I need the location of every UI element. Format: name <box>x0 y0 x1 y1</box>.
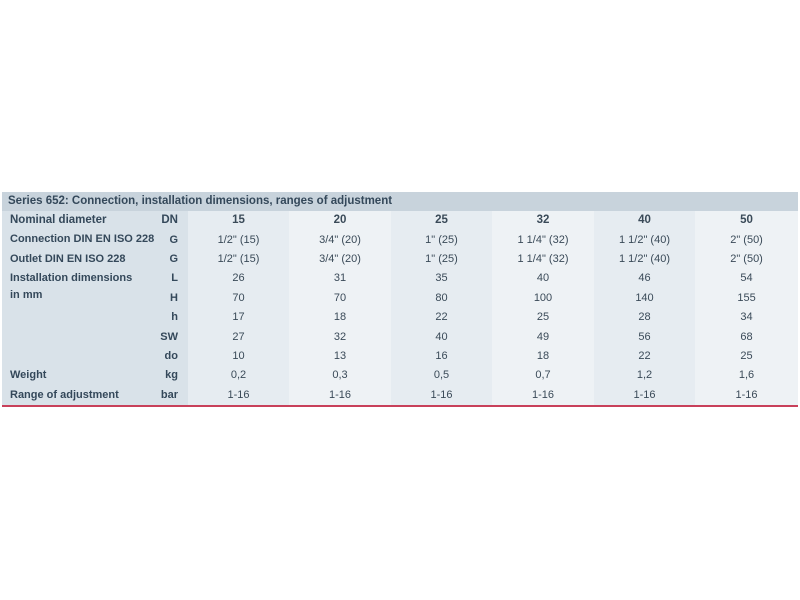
table-row: H 70 70 80 100 140 155 <box>2 288 799 308</box>
spec-table: Series 652: Connection, installation dim… <box>2 192 799 407</box>
table-cell: 1 1/2" (40) <box>594 249 695 270</box>
table-cell: 1" (25) <box>391 249 492 270</box>
table-cell: 0,2 <box>188 366 289 386</box>
table-cell: 1 1/4" (32) <box>492 230 594 250</box>
table-cell: 22 <box>391 307 492 328</box>
table-cell: 1-16 <box>188 385 289 407</box>
table-cell: 56 <box>594 327 695 347</box>
row-symbol: H <box>138 288 188 308</box>
table-cell: 2" (50) <box>695 230 799 250</box>
table-cell: 1,2 <box>594 366 695 386</box>
header-cell: 50 <box>695 211 799 231</box>
table-row: Range of adjustment bar 1-16 1-16 1-16 1… <box>2 385 799 407</box>
table-cell: 25 <box>492 307 594 328</box>
table-cell: 40 <box>492 269 594 289</box>
table-cell: 1-16 <box>594 385 695 407</box>
table-row: h 17 18 22 25 28 34 <box>2 307 799 328</box>
table-cell: 22 <box>594 346 695 367</box>
table-cell: 80 <box>391 288 492 308</box>
header-cell: 40 <box>594 211 695 231</box>
header-cell: 32 <box>492 211 594 231</box>
table-title-row: Series 652: Connection, installation dim… <box>2 192 799 211</box>
row-symbol: G <box>138 230 188 250</box>
table-row: SW 27 32 40 49 56 68 <box>2 327 799 347</box>
header-cell: 25 <box>391 211 492 231</box>
row-symbol: do <box>138 346 188 367</box>
table-cell: 0,7 <box>492 366 594 386</box>
row-symbol: L <box>138 269 188 289</box>
table-row: Outlet DIN EN ISO 228 G 1/2" (15) 3/4" (… <box>2 249 799 270</box>
row-symbol: h <box>138 307 188 328</box>
table-cell: 1 1/4" (32) <box>492 249 594 270</box>
row-symbol: SW <box>138 327 188 347</box>
table-cell: 1" (25) <box>391 230 492 250</box>
table-cell: 1-16 <box>391 385 492 407</box>
row-label: Range of adjustment <box>2 385 138 407</box>
table-cell: 25 <box>695 346 799 367</box>
table-cell: 17 <box>188 307 289 328</box>
row-symbol: DN <box>138 211 188 231</box>
table-row: Installation dimensions in mm L 26 31 35… <box>2 269 799 367</box>
table-title: Series 652: Connection, installation dim… <box>2 192 799 211</box>
table-cell: 3/4" (20) <box>289 249 391 270</box>
header-cell: 20 <box>289 211 391 231</box>
row-symbol: G <box>138 249 188 270</box>
row-label-installation: Installation dimensions in mm <box>2 269 138 367</box>
header-cell: 15 <box>188 211 289 231</box>
table-cell: 35 <box>391 269 492 289</box>
table-cell: 1/2" (15) <box>188 230 289 250</box>
table-cell: 3/4" (20) <box>289 230 391 250</box>
table-cell: 70 <box>289 288 391 308</box>
table-cell: 32 <box>289 327 391 347</box>
table-cell: 1,6 <box>695 366 799 386</box>
table-cell: 28 <box>594 307 695 328</box>
table-cell: 1-16 <box>492 385 594 407</box>
table-cell: 0,3 <box>289 366 391 386</box>
table-cell: 46 <box>594 269 695 289</box>
table-cell: 140 <box>594 288 695 308</box>
table-cell: 54 <box>695 269 799 289</box>
table-row: do 10 13 16 18 22 25 <box>2 346 799 367</box>
table-cell: 100 <box>492 288 594 308</box>
table-cell: 10 <box>188 346 289 367</box>
table-row: Weight kg 0,2 0,3 0,5 0,7 1,2 1,6 <box>2 366 799 386</box>
table-header-row: Nominal diameter DN 15 20 25 32 40 50 <box>2 211 799 231</box>
table-cell: 18 <box>289 307 391 328</box>
table-cell: 70 <box>188 288 289 308</box>
table-cell: 27 <box>188 327 289 347</box>
table-cell: 26 <box>188 269 289 289</box>
table-cell: 34 <box>695 307 799 328</box>
row-label: Outlet DIN EN ISO 228 <box>2 249 138 270</box>
table-cell: 2" (50) <box>695 249 799 270</box>
table-cell: 1-16 <box>695 385 799 407</box>
table-cell: 68 <box>695 327 799 347</box>
row-label: Nominal diameter <box>2 211 138 231</box>
table-cell: 0,5 <box>391 366 492 386</box>
table-cell: 13 <box>289 346 391 367</box>
table-cell: 155 <box>695 288 799 308</box>
row-symbol: kg <box>138 366 188 386</box>
table-cell: 1-16 <box>289 385 391 407</box>
row-label-line: in mm <box>10 289 43 302</box>
row-symbol: bar <box>138 385 188 407</box>
row-label-line: Installation dimensions <box>10 272 133 285</box>
table-cell: 49 <box>492 327 594 347</box>
table-cell: 31 <box>289 269 391 289</box>
table-cell: 40 <box>391 327 492 347</box>
row-label: Weight <box>2 366 138 386</box>
table-cell: 18 <box>492 346 594 367</box>
table-cell: 1/2" (15) <box>188 249 289 270</box>
row-label: Connection DIN EN ISO 228 <box>2 230 154 250</box>
table-row: Connection DIN EN ISO 228 G 1/2" (15) 3/… <box>2 230 799 250</box>
table-cell: 1 1/2" (40) <box>594 230 695 250</box>
table-cell: 16 <box>391 346 492 367</box>
